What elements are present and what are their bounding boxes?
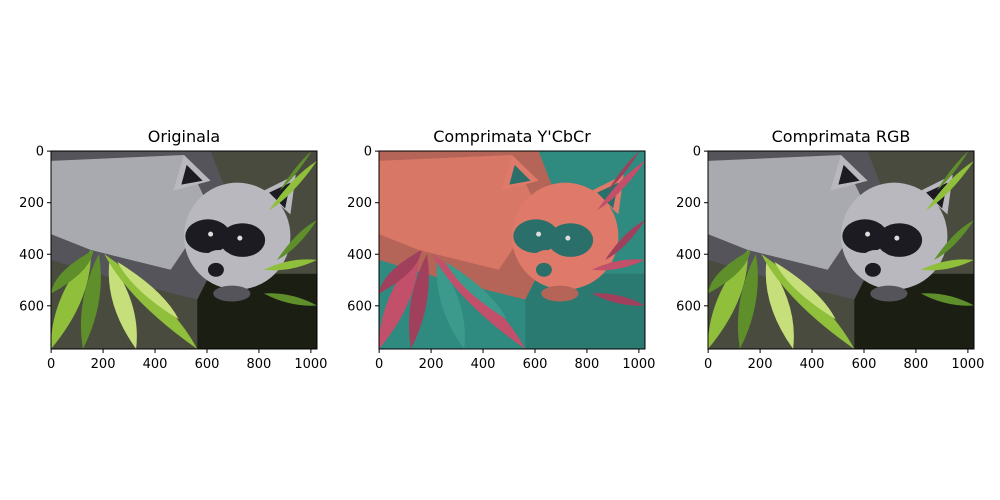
y-tick-label: 400: [676, 248, 701, 263]
x-tick-label: 400: [471, 357, 496, 372]
y-tick-label: 0: [693, 145, 701, 160]
x-tick-label: 200: [748, 357, 773, 372]
x-tick-label: 600: [523, 357, 548, 372]
image-rgb: [708, 151, 974, 349]
x-tick-label: 1000: [294, 357, 327, 372]
panel-rgb: Comprimata RGB 0 200 400 600 800 1000 0 200 400 6…: [676, 127, 984, 372]
y-tick-label: 200: [676, 196, 701, 211]
x-tick-label: 800: [575, 357, 600, 372]
y-tick-label: 600: [19, 299, 44, 314]
x-tick-label: 400: [143, 357, 168, 372]
x-tick-label: 400: [800, 357, 825, 372]
x-tick-label: 0: [47, 357, 55, 372]
x-tick-label: 200: [91, 357, 116, 372]
panel-ycbcr: Comprimata Y'CbCr 0 200 400 600 800 1000 0 200 4…: [347, 127, 655, 372]
y-tick-label: 400: [347, 248, 372, 263]
image-original: [51, 151, 317, 349]
x-tick-label: 600: [195, 357, 220, 372]
y-tick-label: 0: [364, 145, 372, 160]
y-tick-label: 0: [36, 145, 44, 160]
y-tick-label: 200: [19, 196, 44, 211]
x-tick-label: 800: [904, 357, 929, 372]
x-tick-label: 200: [419, 357, 444, 372]
y-tick-label: 200: [347, 196, 372, 211]
panel-original: Originala 0 200 400 600 800 1000 0 200 400 600: [19, 127, 327, 372]
panel-title-original: Originala: [148, 127, 220, 146]
y-tick-label: 600: [347, 299, 372, 314]
x-tick-label: 800: [247, 357, 272, 372]
x-tick-label: 1000: [951, 357, 984, 372]
axes-frame-rgb: [707, 150, 975, 350]
axes-frame-ycbcr: [378, 150, 646, 350]
y-tick-label: 600: [676, 299, 701, 314]
panel-title-rgb: Comprimata RGB: [772, 127, 911, 146]
x-tick-label: 1000: [622, 357, 655, 372]
x-tick-label: 0: [375, 357, 383, 372]
x-tick-label: 0: [704, 357, 712, 372]
image-ycbcr: [379, 151, 645, 349]
axes-frame-original: [50, 150, 318, 350]
x-tick-label: 600: [852, 357, 877, 372]
y-tick-label: 400: [19, 248, 44, 263]
panel-title-ycbcr: Comprimata Y'CbCr: [433, 127, 591, 146]
